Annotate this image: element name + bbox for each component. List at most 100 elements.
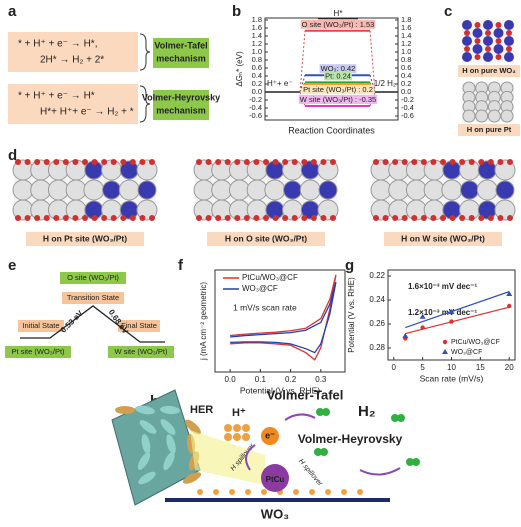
h2-molecule bbox=[391, 414, 399, 422]
o-atom bbox=[310, 215, 317, 221]
state-box bbox=[60, 272, 126, 284]
o-atom bbox=[224, 215, 231, 221]
w-atom bbox=[483, 36, 493, 46]
w-atom bbox=[318, 180, 338, 200]
o-atom bbox=[495, 38, 502, 44]
nanosheet bbox=[137, 452, 151, 470]
y2-tick-label: 1.0 bbox=[401, 47, 411, 56]
y2-tick-label: 0.4 bbox=[401, 71, 411, 80]
o-atom bbox=[101, 159, 108, 165]
o-atom bbox=[478, 215, 485, 221]
o-atom bbox=[282, 159, 289, 165]
w-atom bbox=[460, 180, 480, 200]
mechanism-label: Volmer-Heyrovsky bbox=[298, 432, 403, 446]
catalyst-label: PtCu bbox=[266, 475, 285, 484]
y-tick-label: 0.0 bbox=[252, 87, 262, 96]
o-atom bbox=[401, 159, 408, 165]
o-atom bbox=[110, 159, 117, 165]
o-atom bbox=[320, 159, 327, 165]
h-atom bbox=[309, 489, 315, 495]
o-atom bbox=[420, 215, 427, 221]
o-atom bbox=[129, 215, 136, 221]
x-axis-label: Scan rate (mV/s) bbox=[420, 373, 484, 383]
equation: 2H* → H₂ + 2* bbox=[40, 55, 104, 66]
y-tick-label: 1.6 bbox=[252, 23, 262, 32]
o-atom bbox=[330, 215, 336, 221]
o-atom bbox=[272, 215, 279, 221]
pt-atom bbox=[83, 179, 105, 201]
x-tick-label: 5 bbox=[420, 363, 425, 372]
pt-atom bbox=[12, 179, 34, 201]
h2-molecule bbox=[412, 458, 420, 466]
w-atom bbox=[504, 20, 514, 30]
o-atom bbox=[487, 215, 494, 221]
o-atom bbox=[196, 215, 202, 221]
caption: H on W site (WO₃/Pt) bbox=[401, 233, 485, 243]
nanosheet bbox=[139, 420, 157, 434]
w-atom bbox=[493, 44, 504, 54]
level-label: Pt: 0.24 bbox=[325, 71, 351, 80]
x-tick-label: 15 bbox=[476, 363, 485, 372]
plot-frame bbox=[214, 269, 346, 373]
legend-marker bbox=[442, 339, 448, 345]
proton bbox=[224, 424, 232, 432]
y-tick-label: 0.6 bbox=[252, 63, 262, 72]
x-tick-label: 0.3 bbox=[315, 375, 327, 384]
w-atom bbox=[504, 52, 514, 62]
o-atom bbox=[420, 159, 427, 165]
o-atom bbox=[272, 159, 279, 165]
y-tick-label: 0.24 bbox=[369, 295, 385, 304]
pt-atom bbox=[246, 179, 268, 201]
o-atom bbox=[430, 159, 437, 165]
y-axis-label: ΔGₕ* (eV) bbox=[235, 51, 244, 87]
pt-atom bbox=[193, 179, 215, 201]
o-atom bbox=[15, 215, 21, 221]
state-label: Initial State bbox=[22, 321, 59, 330]
x-axis-label: Reaction Coordinates bbox=[288, 125, 375, 135]
panel-label: a bbox=[8, 3, 17, 20]
h2-molecule bbox=[397, 414, 405, 422]
equation: H*+ H⁺+ e⁻ → H₂ + * bbox=[40, 107, 134, 118]
h2-molecule bbox=[320, 448, 328, 456]
o-atom bbox=[82, 159, 88, 165]
o-atom bbox=[224, 159, 231, 165]
plot-frame bbox=[264, 17, 399, 121]
o-atom bbox=[440, 159, 446, 165]
level-label-box bbox=[324, 71, 352, 81]
o-atom bbox=[291, 215, 298, 221]
o-atom bbox=[34, 159, 41, 165]
o-atom bbox=[215, 159, 222, 165]
w-atom bbox=[495, 180, 515, 200]
pt-atom bbox=[264, 179, 286, 201]
arrow bbox=[284, 413, 316, 421]
o-atom bbox=[243, 215, 250, 221]
h-atom bbox=[341, 489, 347, 495]
pt-atom bbox=[370, 179, 392, 201]
o-atom bbox=[506, 46, 512, 52]
x-tick-label: 0.1 bbox=[255, 375, 267, 384]
h-atom bbox=[261, 489, 267, 495]
y-tick-label: 0.26 bbox=[369, 319, 385, 328]
h2-molecule bbox=[406, 458, 414, 466]
y2-tick-label: 0.2 bbox=[401, 79, 411, 88]
mechanism-label: mechanism bbox=[156, 53, 206, 63]
o-atom bbox=[464, 46, 470, 52]
y2-tick-label: -0.6 bbox=[401, 111, 414, 120]
o-atom bbox=[72, 159, 79, 165]
o-atom bbox=[468, 215, 475, 221]
data-point bbox=[448, 309, 455, 314]
y-tick-label: -0.6 bbox=[249, 111, 262, 120]
proton bbox=[242, 424, 250, 432]
equation: * + H⁺ + e⁻ → H*, bbox=[18, 39, 97, 50]
connector bbox=[369, 91, 376, 107]
y2-tick-label: 1.8 bbox=[401, 15, 411, 24]
o-atom bbox=[34, 215, 41, 221]
o-atom bbox=[24, 215, 31, 221]
panel-label: d bbox=[8, 147, 17, 164]
ion-label: H⁺ bbox=[232, 407, 246, 419]
y2-tick-label: 1.2 bbox=[401, 39, 411, 48]
o-atom bbox=[464, 30, 470, 36]
y2-tick-label: -0.4 bbox=[401, 103, 414, 112]
h2-molecule bbox=[316, 408, 324, 416]
panel-label: g bbox=[345, 257, 354, 274]
